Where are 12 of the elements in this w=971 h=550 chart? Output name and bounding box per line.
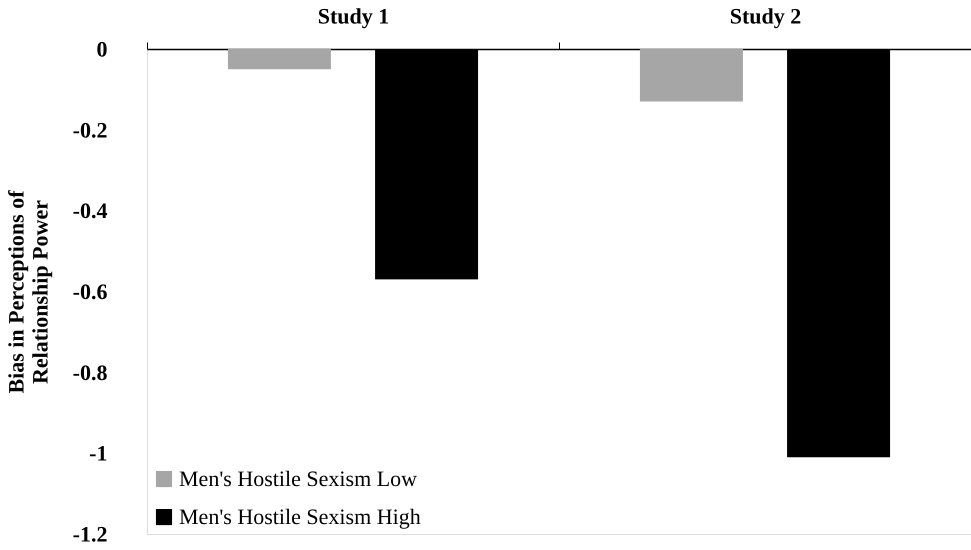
y-axis-title: Bias in Perceptions of Relationship Power xyxy=(4,190,53,394)
legend-label: Men's Hostile Sexism High xyxy=(179,504,421,529)
y-tick-label: -1.2 xyxy=(72,522,108,546)
y-tick-label: 0 xyxy=(96,36,108,62)
y-tick-label: -0.6 xyxy=(72,279,108,304)
y-tick-label: -0.8 xyxy=(72,360,108,385)
x-tick-label: Study 1 xyxy=(318,4,390,28)
legend-label: Men's Hostile Sexism Low xyxy=(179,466,418,491)
x-tick-label: Study 2 xyxy=(730,4,802,28)
y-tick-label: -1 xyxy=(89,440,108,466)
y-tick-label: -0.2 xyxy=(72,117,108,142)
y-tick-label: -0.4 xyxy=(72,198,108,224)
